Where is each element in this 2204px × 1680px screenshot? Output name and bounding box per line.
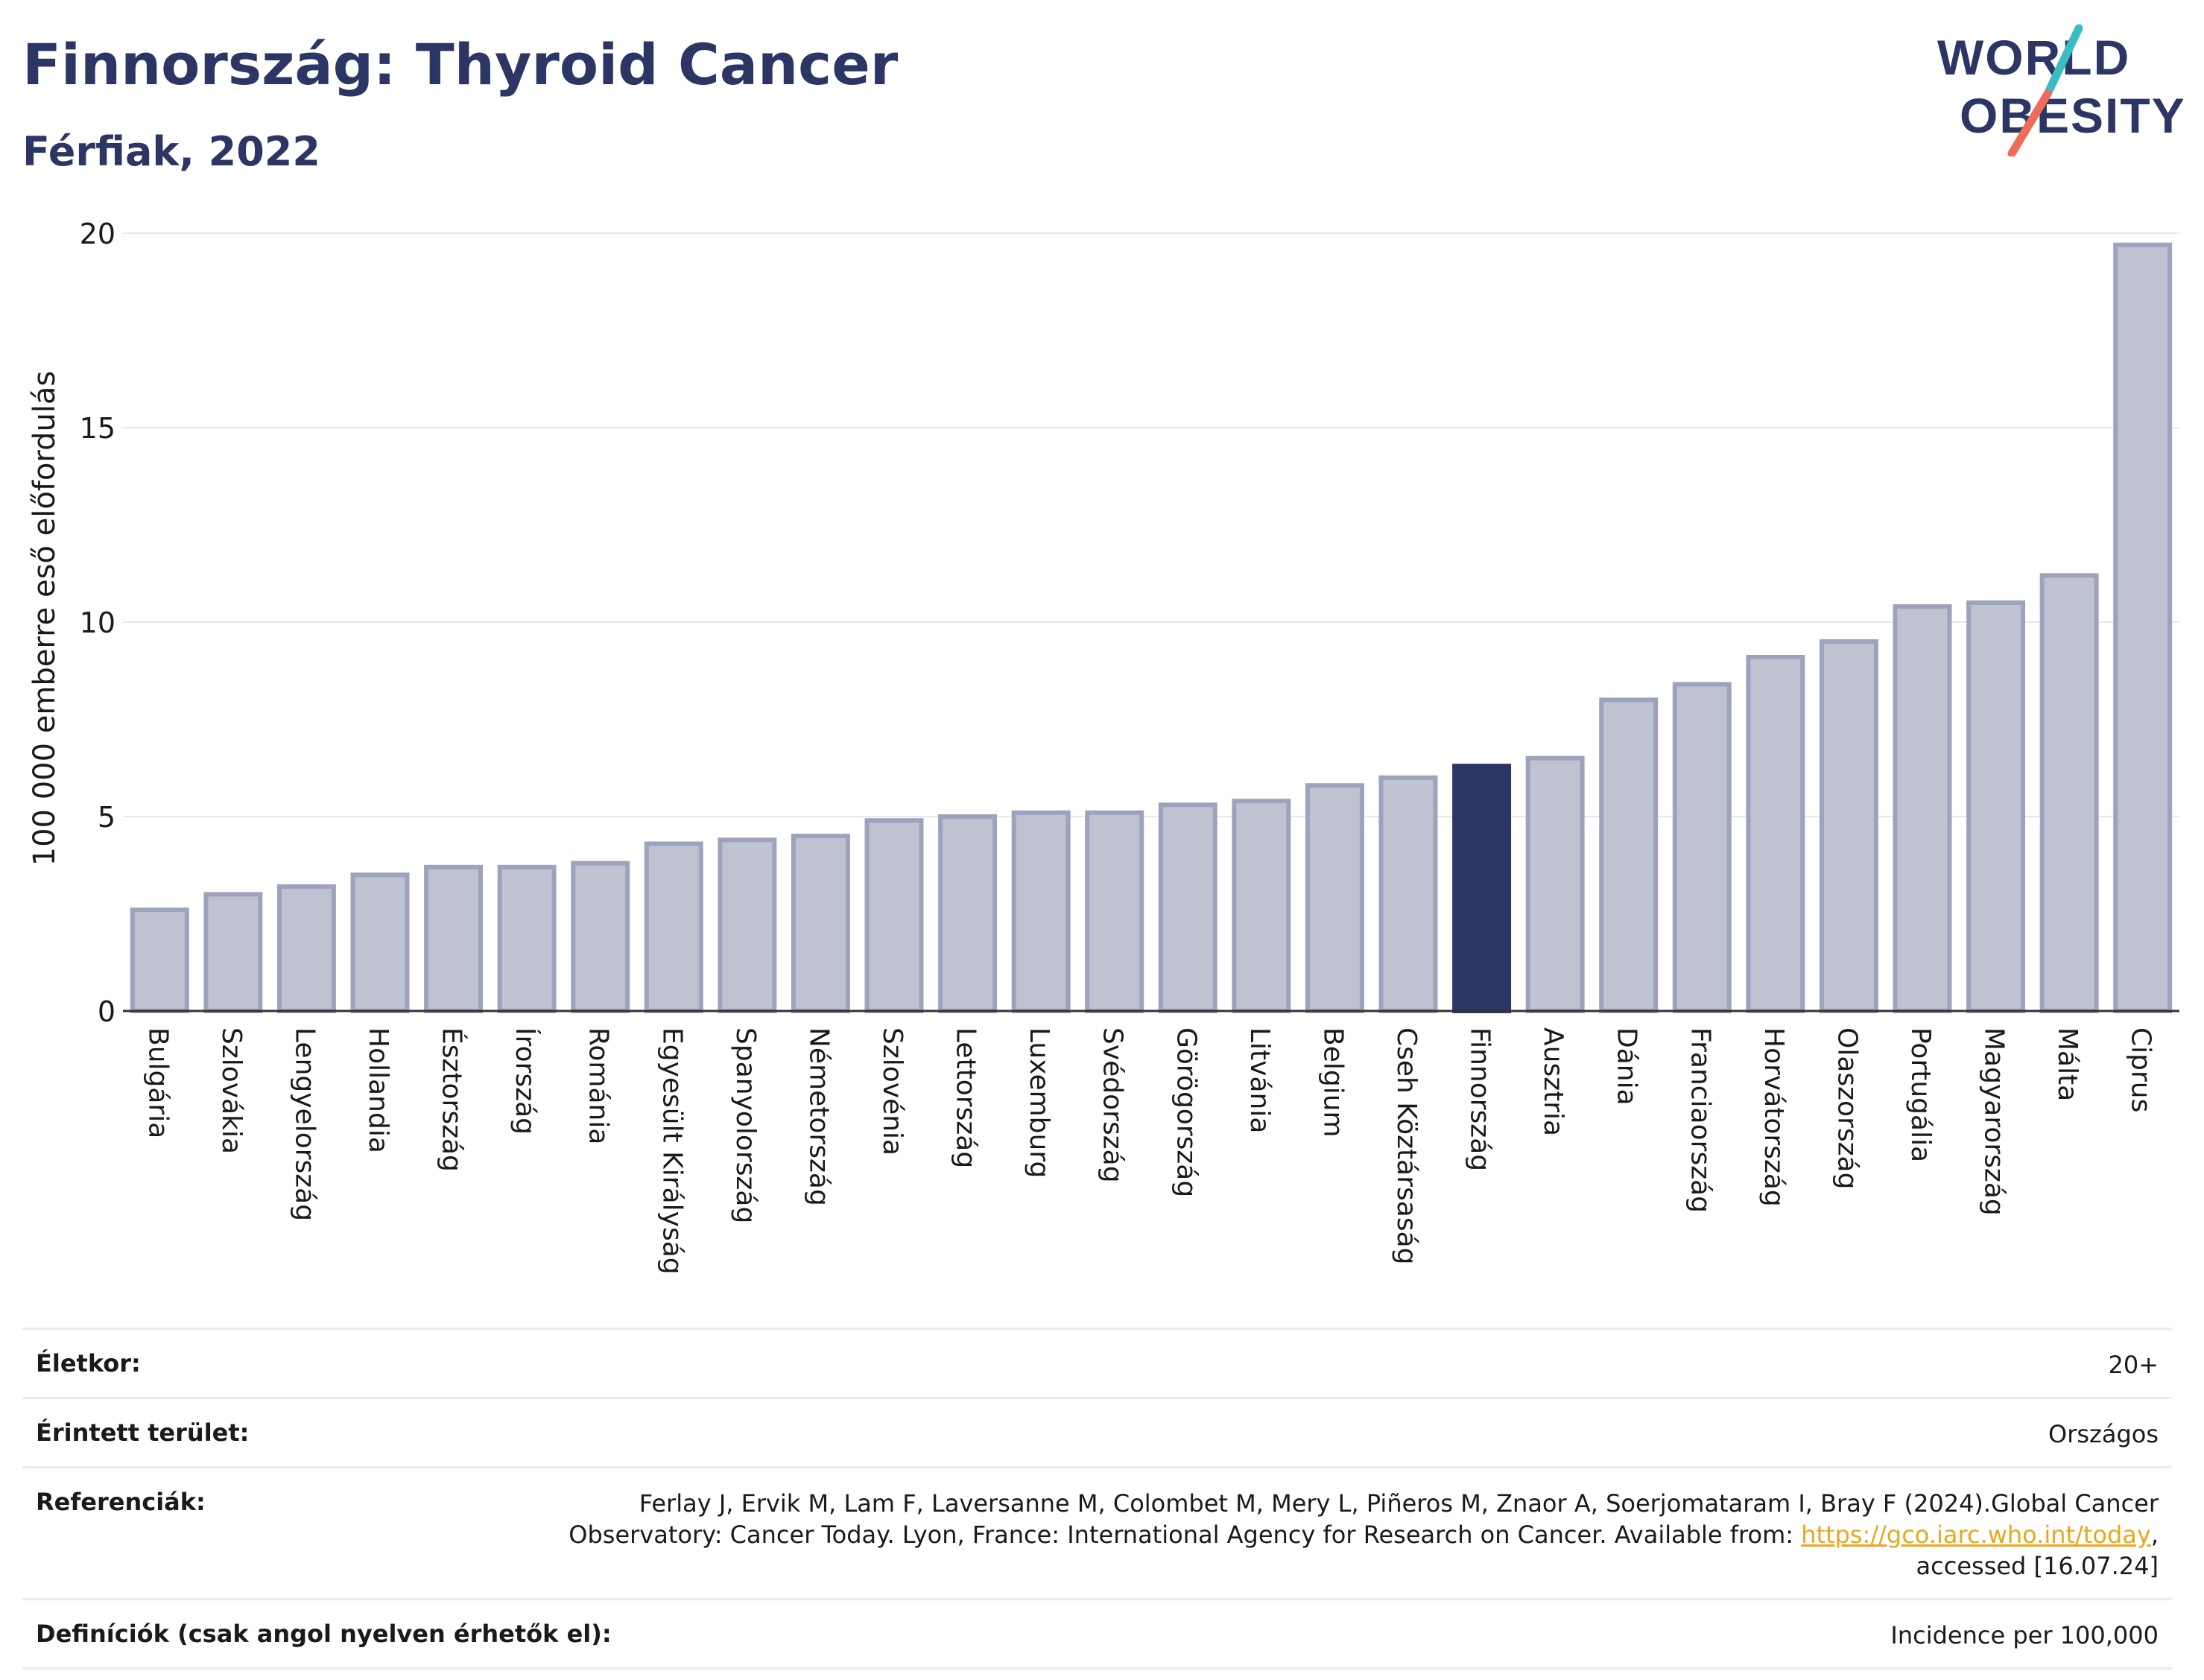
bar	[2039, 573, 2099, 1013]
bar	[1746, 654, 1805, 1013]
bar	[203, 892, 263, 1014]
info-row-age: Életkor: 20+	[22, 1328, 2172, 1397]
bar	[1672, 682, 1732, 1014]
definitions-value: Incidence per 100,000	[1890, 1621, 2159, 1649]
bar	[424, 864, 484, 1013]
x-tick-label: Litvánia	[1244, 1027, 1275, 1133]
reference-link[interactable]: https://gco.iarc.who.int/today	[1801, 1521, 2151, 1549]
y-tick-label: 5	[98, 801, 115, 834]
info-row-area: Érintett terület: Országos	[22, 1397, 2172, 1466]
y-tick-label: 20	[80, 218, 115, 250]
bar	[1305, 783, 1364, 1013]
bars	[130, 242, 2173, 1014]
age-label: Életkor:	[36, 1349, 141, 1378]
logo-text-line1: WORLD	[1937, 30, 2130, 85]
x-tick-label: Hollandia	[363, 1027, 393, 1153]
logo-slash-top	[2043, 24, 2083, 98]
definitions-label: Definíciók (csak angol nyelven érhetők e…	[36, 1620, 612, 1648]
x-tick-label: Portugália	[1905, 1027, 1936, 1162]
x-tick-label: Németország	[803, 1027, 834, 1206]
x-tick-label: Dánia	[1612, 1027, 1642, 1106]
bar	[350, 872, 410, 1014]
y-tick-labels: 0 5 10 15 20	[80, 218, 115, 1028]
page-subtitle: Férfiak, 2022	[22, 128, 320, 175]
bar	[497, 864, 557, 1013]
bar	[1525, 755, 1585, 1013]
bar	[571, 860, 630, 1014]
x-tick-label: Románia	[583, 1027, 614, 1144]
area-label: Érintett terület:	[36, 1419, 250, 1447]
bar	[2113, 242, 2173, 1013]
bar	[1378, 775, 1438, 1014]
reference-text: Ferlay J, Ervik M, Lam F, Laversanne M, …	[569, 1489, 2159, 1549]
bar	[1893, 604, 1952, 1013]
x-tick-label: Belgium	[1317, 1027, 1348, 1138]
info-table: Életkor: 20+ Érintett terület: Országos …	[22, 1328, 2172, 1670]
x-tick-labels: Bulgária Szlovákia Lengyelország Hollandia É…	[142, 1027, 2156, 1275]
x-tick-label: Spanyolország	[730, 1027, 761, 1223]
x-tick-label: Bulgária	[142, 1027, 173, 1138]
x-tick-label: Ausztria	[1538, 1027, 1568, 1136]
bar	[938, 814, 998, 1013]
bar-highlighted	[1452, 764, 1512, 1013]
x-tick-label: Észtország	[437, 1027, 468, 1172]
bar	[1819, 639, 1878, 1013]
x-tick-label: Horvátország	[1758, 1027, 1789, 1207]
page-title: Finnország: Thyroid Cancer	[22, 31, 899, 98]
x-tick-label: Olaszország	[1831, 1027, 1862, 1189]
bar	[276, 884, 336, 1013]
y-tick-label: 15	[80, 412, 115, 445]
bar	[1085, 810, 1144, 1014]
bar	[1158, 802, 1217, 1013]
bar	[1966, 600, 2026, 1013]
info-row-references: Referenciák: Ferlay J, Ervik M, Lam F, L…	[22, 1466, 2172, 1598]
x-tick-label: Szlovákia	[216, 1027, 247, 1154]
logo-text-line2: OBESITY	[1960, 88, 2183, 143]
x-tick-label: Írország	[510, 1027, 541, 1135]
x-tick-label: Málta	[2052, 1027, 2083, 1101]
x-tick-label: Egyesült Királyság	[656, 1027, 687, 1275]
x-tick-label: Szlovénia	[877, 1027, 908, 1156]
world-obesity-logo: WORLD OBESITY	[1937, 24, 2183, 156]
x-tick-label: Franciaország	[1685, 1027, 1715, 1213]
area-value: Országos	[2048, 1420, 2159, 1448]
x-tick-label: Görögország	[1171, 1027, 1201, 1197]
bar	[864, 818, 924, 1013]
references-label: Referenciák:	[36, 1488, 206, 1516]
bar	[791, 834, 850, 1013]
bar	[1011, 810, 1071, 1014]
bar	[644, 841, 703, 1014]
bar	[1232, 799, 1291, 1013]
x-tick-label: Finnország	[1465, 1027, 1495, 1171]
reference-accessed: , accessed [16.07.24]	[1916, 1521, 2159, 1580]
references-value: Ferlay J, Ervik M, Lam F, Laversanne M, …	[557, 1488, 2159, 1582]
info-row-definitions: Definíciók (csak angol nyelven érhetők e…	[22, 1598, 2172, 1670]
bar	[130, 907, 189, 1014]
x-tick-label: Cseh Köztársaság	[1391, 1027, 1422, 1265]
age-value: 20+	[2108, 1351, 2159, 1379]
y-tick-label: 0	[98, 995, 115, 1028]
bar-chart: 0 5 10 15 20 Bulgária Szlovákia Lengyelország H…	[80, 218, 2179, 1275]
x-tick-label: Magyarország	[1979, 1027, 2010, 1216]
y-tick-label: 10	[80, 606, 115, 639]
x-tick-label: Luxemburg	[1024, 1027, 1054, 1178]
x-tick-label: Lengyelország	[289, 1027, 320, 1221]
logo-slash-bottom	[2007, 89, 2052, 156]
bar	[1599, 697, 1659, 1014]
x-tick-label: Ciprus	[2126, 1027, 2156, 1112]
x-tick-label: Svédország	[1098, 1027, 1128, 1183]
x-tick-label: Lettország	[951, 1027, 981, 1168]
bar	[718, 837, 777, 1013]
